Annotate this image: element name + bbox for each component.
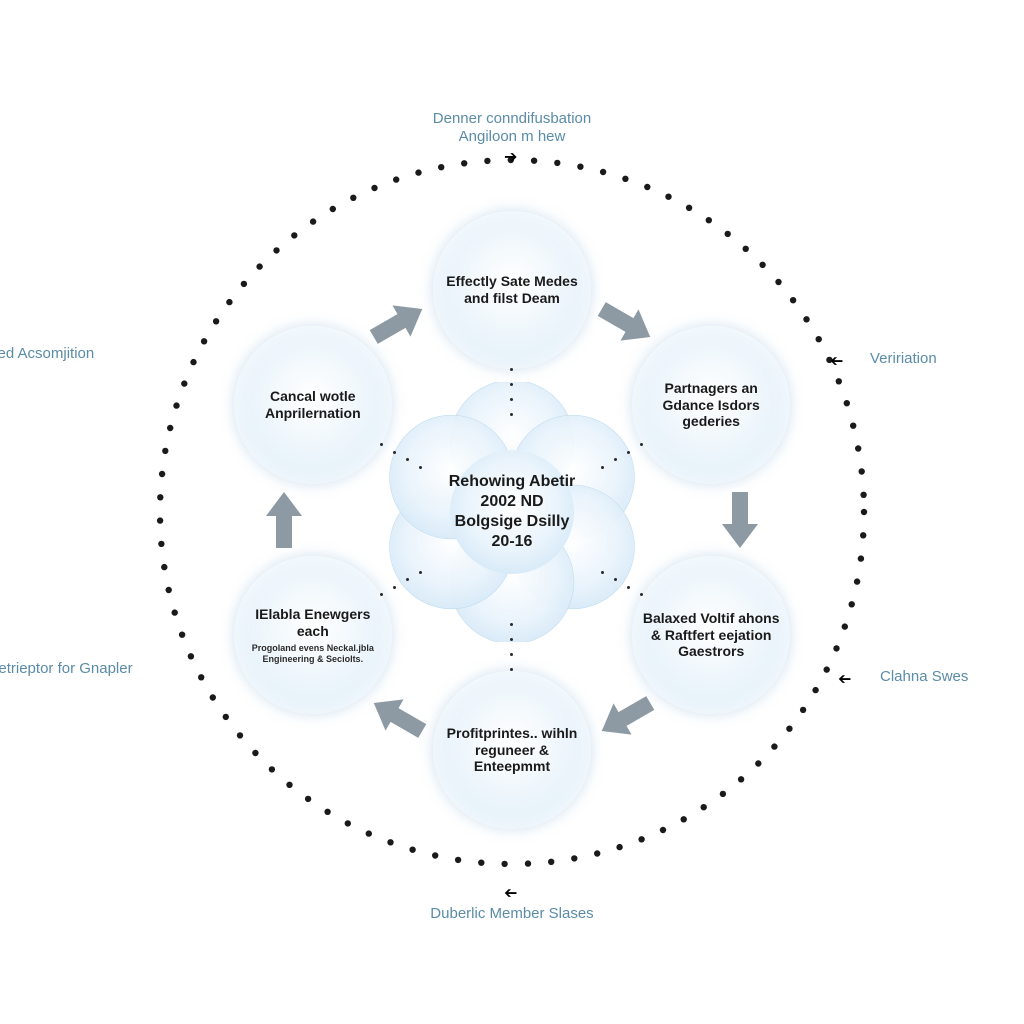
inner-connector-dot	[419, 571, 422, 574]
process-node-0: Effectly Sate Medes and filst Deam	[433, 211, 591, 369]
inner-connector-dot	[380, 443, 383, 446]
process-node-label: Effectly Sate Medes and filst Deam	[441, 273, 583, 306]
process-node-label: Profitprintes.. wihln reguneer & Enteepm…	[441, 725, 583, 775]
process-node-1: Partnagers an Gdance Isdors gederies	[632, 326, 790, 484]
inner-connector-dot	[393, 451, 396, 454]
inner-connector-dot	[510, 413, 513, 416]
outer-label-1: Veririation	[870, 350, 1024, 368]
outer-label-5: Emred Acsomjition	[0, 345, 150, 363]
inner-connector-dot	[393, 586, 396, 589]
outer-tick-arrow-1: ➔	[830, 352, 843, 368]
process-node-4: IElabla Enewgers eachProgoland evens Nec…	[234, 556, 392, 714]
center-title: Rehowing Abetir2002 NDBolgsige Dsilly20-…	[422, 472, 602, 552]
diagram-stage: Rehowing Abetir2002 NDBolgsige Dsilly20-…	[0, 0, 1024, 1024]
inner-connector-dot	[406, 578, 409, 581]
process-node-label: Cancal wotle Anprilernation	[242, 388, 384, 421]
flow-arrow-1	[719, 490, 761, 550]
inner-connector-dot	[510, 623, 513, 626]
outer-tick-arrow-0: ➔	[504, 150, 517, 166]
inner-connector-dot	[419, 466, 422, 469]
outer-tick-arrow-3: ➔	[504, 884, 517, 900]
outer-label-0: Denner conndifusbation Angiloon m hew	[412, 110, 612, 146]
flow-arrow-4	[263, 490, 305, 550]
process-node-label: Partnagers an Gdance Isdors gederies	[640, 380, 782, 430]
process-node-2: Balaxed Voltif ahons & Raftfert eejation…	[632, 556, 790, 714]
flow-arrow-2	[590, 684, 663, 750]
process-node-sublabel: Progoland evens Neckal.jbla Engineering …	[242, 643, 384, 664]
inner-connector-dot	[614, 578, 617, 581]
inner-connector-dot	[510, 398, 513, 401]
process-node-label: Balaxed Voltif ahons & Raftfert eejation…	[640, 610, 782, 660]
outer-tick-arrow-2: ➔	[838, 670, 851, 686]
inner-connector-dot	[614, 458, 617, 461]
inner-connector-dot	[627, 451, 630, 454]
inner-connector-dot	[406, 458, 409, 461]
outer-label-3: Duberlic Member Slases	[412, 905, 612, 923]
inner-connector-dot	[627, 586, 630, 589]
inner-connector-dot	[510, 653, 513, 656]
process-node-3: Profitprintes.. wihln reguneer & Enteepm…	[433, 671, 591, 829]
inner-connector-dot	[510, 368, 513, 371]
flow-arrow-3	[362, 684, 435, 750]
outer-label-4: Engneetrieptor for Gnapler	[0, 660, 135, 678]
process-node-5: Cancal wotle Anprilernation	[234, 326, 392, 484]
inner-connector-dot	[601, 571, 604, 574]
flow-arrow-5	[362, 289, 435, 355]
flow-arrow-0	[590, 289, 663, 355]
process-node-label: IElabla Enewgers eachProgoland evens Nec…	[242, 606, 384, 664]
inner-connector-dot	[510, 638, 513, 641]
inner-connector-dot	[510, 383, 513, 386]
outer-label-2: Clahna Swes	[880, 668, 1024, 686]
inner-connector-dot	[601, 466, 604, 469]
